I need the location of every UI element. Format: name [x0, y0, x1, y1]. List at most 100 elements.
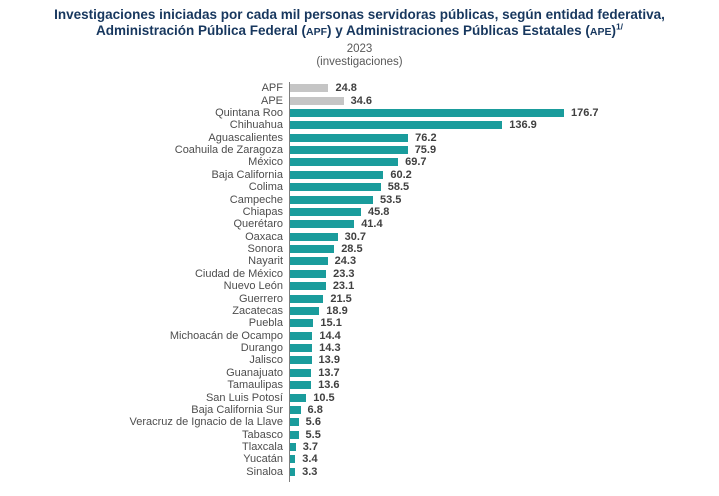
bar-cell: 41.4 — [289, 218, 719, 231]
bar-row: Chihuahua 136.9 — [0, 119, 719, 132]
category-label: Sonora — [247, 243, 283, 256]
category-label: Zacatecas — [232, 304, 283, 317]
bar — [290, 282, 326, 291]
bar — [290, 121, 503, 130]
bar — [290, 381, 312, 390]
bar — [290, 455, 296, 464]
bar — [290, 294, 324, 303]
value-label: 58.5 — [387, 181, 410, 194]
bar-row: Guanajuato 13.7 — [0, 366, 719, 379]
chart-subtitle-year: 2023 — [346, 43, 373, 55]
bar-row: Nuevo León 23.1 — [0, 280, 719, 293]
bar-cell: 3.3 — [289, 465, 719, 478]
value-label: 176.7 — [571, 106, 599, 119]
value-label: 13.6 — [318, 379, 340, 392]
bar — [290, 220, 355, 229]
category-label: Chiapas — [242, 205, 283, 218]
value-label: 13.7 — [318, 366, 340, 379]
value-label: 21.5 — [330, 292, 352, 305]
category-label: Jalisco — [249, 354, 283, 367]
bar-cell: 28.5 — [289, 242, 719, 256]
category-label: Tlaxcala — [242, 441, 283, 454]
category-label: Aguascalientes — [208, 131, 283, 144]
page-title-line1: Investigaciones iniciadas por cada mil p… — [54, 7, 665, 22]
bar — [290, 269, 327, 278]
value-label: 14.3 — [319, 342, 341, 355]
bar — [290, 195, 373, 204]
category-label: Michoacán de Ocampo — [169, 329, 283, 342]
bar-row: Tlaxcala 3.7 — [0, 440, 719, 454]
category-label: Yucatán — [243, 453, 283, 466]
bar-row: Zacatecas 18.9 — [0, 304, 719, 318]
bar — [290, 133, 409, 142]
bar — [290, 170, 384, 179]
bar-row: Tamaulipas 13.6 — [0, 379, 719, 392]
bar — [290, 319, 314, 328]
bar-row: Quintana Roo 176.7 — [0, 106, 719, 120]
bar-row: Sonora 28.5 — [0, 242, 719, 256]
value-label: 34.6 — [350, 94, 373, 107]
bar-row: Sinaloa 3.3 — [0, 465, 719, 478]
category-label: APF — [261, 82, 283, 95]
category-label: Quintana Roo — [215, 106, 283, 119]
bar — [290, 257, 328, 266]
bar — [290, 245, 335, 254]
bar-cell: 60.2 — [289, 168, 719, 181]
bar-cell: 5.5 — [289, 428, 719, 441]
category-label: Durango — [240, 342, 283, 355]
category-label: San Luis Potosí — [205, 391, 283, 404]
bar-row: San Luis Potosí 10.5 — [0, 391, 719, 404]
bar-row: Nayarit 24.3 — [0, 255, 719, 268]
bar-cell: 13.6 — [289, 379, 719, 392]
bar — [290, 430, 299, 439]
bar-row: Baja California Sur 6.8 — [0, 403, 719, 417]
category-label: Baja California Sur — [191, 403, 283, 416]
bar-row: Aguascalientes 76.2 — [0, 131, 719, 144]
bar — [290, 232, 338, 241]
bar-cell: 69.7 — [289, 156, 719, 169]
bar — [290, 467, 296, 476]
bar-cell: 53.5 — [289, 193, 719, 206]
value-label: 28.5 — [341, 243, 363, 256]
category-label: Oaxaca — [245, 230, 283, 243]
bar-cell: 18.9 — [289, 304, 719, 318]
title-text-segment: APE — [589, 26, 612, 38]
value-label: 13.9 — [318, 354, 340, 367]
bar-cell: 75.9 — [289, 143, 719, 157]
value-label: 53.5 — [379, 193, 402, 206]
value-label: 45.8 — [368, 205, 390, 218]
bar-cell: 14.4 — [289, 329, 719, 342]
bar-cell: 76.2 — [289, 131, 719, 144]
category-label: Campeche — [229, 193, 283, 206]
value-label: 60.2 — [390, 168, 412, 181]
title-text-segment: ) — [611, 23, 616, 38]
bar-row: México 69.7 — [0, 156, 719, 169]
category-label: Guanajuato — [226, 366, 283, 379]
bar-cell: 58.5 — [289, 181, 719, 194]
value-label: 5.5 — [305, 428, 321, 441]
value-label: 3.3 — [302, 465, 318, 478]
category-label: Veracruz de Ignacio de la Llave — [129, 416, 284, 429]
bar — [290, 108, 564, 117]
bar-row: Yucatán 3.4 — [0, 453, 719, 466]
bar-cell: 24.3 — [289, 255, 719, 268]
bar-row: Ciudad de México 23.3 — [0, 267, 719, 280]
bar-cell: 23.1 — [289, 280, 719, 293]
bar-row: Chiapas 45.8 — [0, 205, 719, 219]
value-label: 23.3 — [333, 267, 355, 280]
category-label: Colima — [248, 181, 283, 194]
bar-cell: 23.3 — [289, 267, 719, 280]
bar-cell: 176.7 — [289, 106, 719, 120]
title-text-segment: APF — [306, 26, 328, 38]
chart-header: Investigaciones iniciadas por cada mil p… — [0, 7, 719, 69]
bar — [290, 405, 301, 414]
bar-cell: 13.7 — [289, 366, 719, 379]
category-label: Tamaulipas — [227, 379, 283, 392]
value-label: 23.1 — [332, 280, 355, 293]
bar — [290, 331, 313, 340]
value-label: 76.2 — [415, 131, 437, 144]
category-label: Querétaro — [233, 218, 283, 231]
bar-row: Durango 14.3 — [0, 341, 719, 355]
category-label: Sinaloa — [246, 465, 283, 478]
bar-cell: 15.1 — [289, 317, 719, 330]
